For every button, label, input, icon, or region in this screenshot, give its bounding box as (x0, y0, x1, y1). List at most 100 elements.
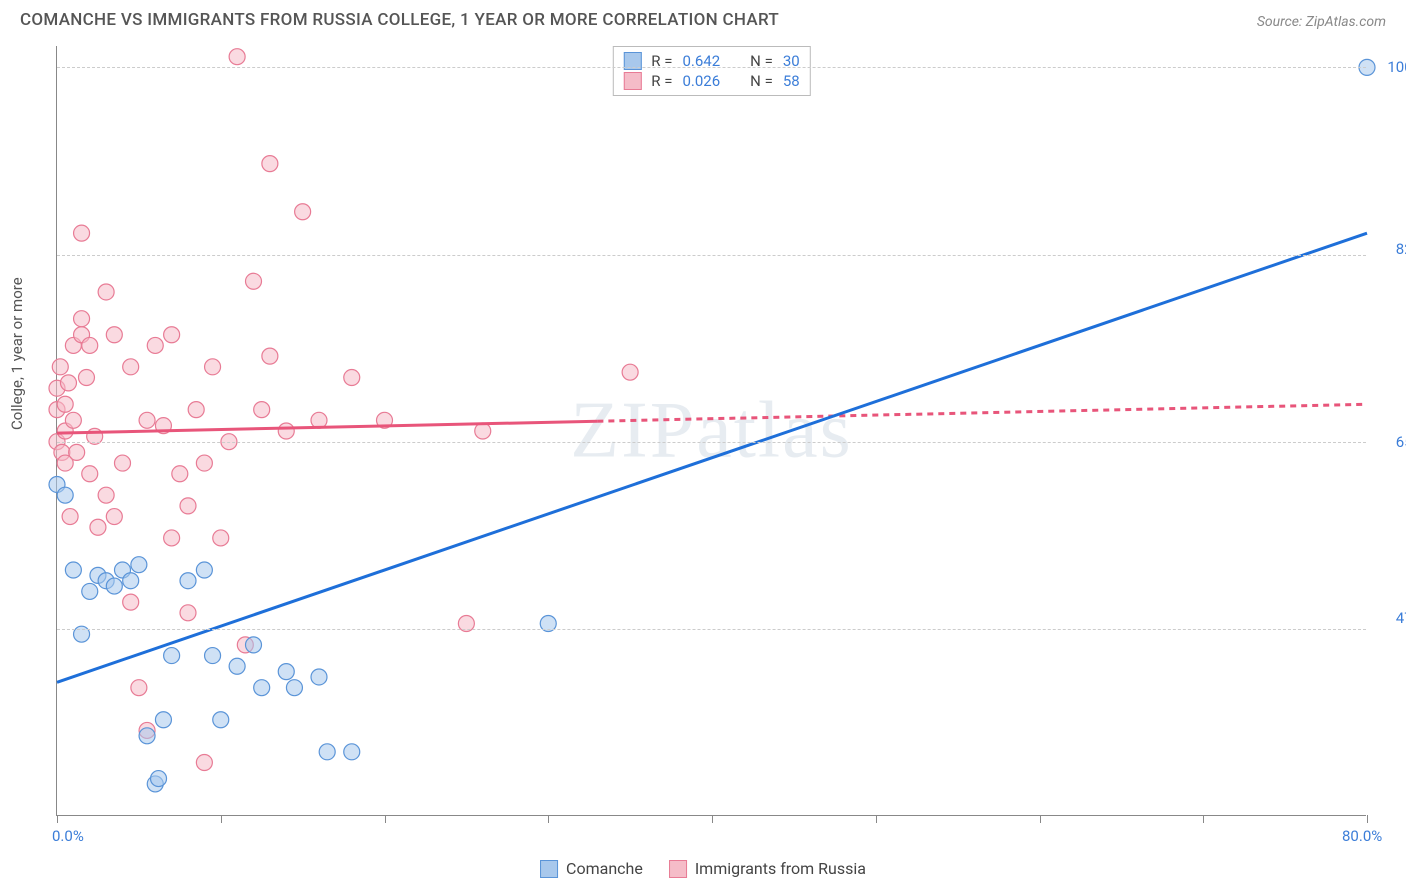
data-point (278, 423, 294, 439)
data-point (188, 402, 204, 418)
data-point (344, 370, 360, 386)
data-point (123, 594, 139, 610)
data-point (78, 370, 94, 386)
legend-swatch-comanche (540, 860, 558, 878)
x-tick (712, 815, 713, 823)
data-point (123, 573, 139, 589)
data-point (106, 509, 122, 525)
data-point (62, 509, 78, 525)
r-value-2: 0.026 (682, 72, 720, 90)
data-point (131, 557, 147, 573)
y-axis-label: College, 1 year or more (8, 277, 26, 430)
data-point (57, 487, 73, 503)
correlation-stats-legend: R = 0.642 N = 30 R = 0.026 N = 58 (612, 46, 810, 96)
n-label-2: N = (750, 72, 773, 90)
data-point (139, 412, 155, 428)
legend-label-russia: Immigrants from Russia (695, 859, 866, 878)
x-tick (57, 815, 58, 823)
data-point (164, 327, 180, 343)
x-tick (385, 815, 386, 823)
y-tick-label: 47.5% (1376, 609, 1406, 627)
data-point (60, 375, 76, 391)
data-point (246, 637, 262, 653)
data-point (205, 359, 221, 375)
data-point (246, 273, 262, 289)
data-point (82, 583, 98, 599)
y-tick-label: 100.0% (1376, 58, 1406, 76)
data-point (180, 605, 196, 621)
data-point (180, 498, 196, 514)
data-point (164, 648, 180, 664)
trend-line (57, 421, 597, 433)
data-point (205, 648, 221, 664)
x-tick (876, 815, 877, 823)
data-point (254, 402, 270, 418)
n-value-2: 58 (783, 72, 800, 90)
series-legend: Comanche Immigrants from Russia (540, 859, 866, 878)
data-point (172, 466, 188, 482)
data-point (262, 348, 278, 364)
data-point (180, 573, 196, 589)
data-point (74, 311, 90, 327)
source-name: ZipAtlas.com (1306, 14, 1386, 30)
data-point (82, 337, 98, 353)
data-point (286, 680, 302, 696)
scatter-plot-svg (57, 46, 1366, 815)
data-point (213, 530, 229, 546)
data-point (311, 669, 327, 685)
data-point (475, 423, 491, 439)
x-tick (1040, 815, 1041, 823)
chart-title: COMANCHE VS IMMIGRANTS FROM RUSSIA COLLE… (20, 10, 779, 30)
data-point (69, 444, 85, 460)
data-point (57, 396, 73, 412)
data-point (52, 359, 68, 375)
grid-line (57, 629, 1366, 630)
x-tick (548, 815, 549, 823)
data-point (622, 364, 638, 380)
data-point (123, 359, 139, 375)
trend-line (57, 233, 1367, 682)
data-point (90, 519, 106, 535)
swatch-russia (623, 72, 641, 90)
source-label: Source: (1257, 14, 1306, 30)
y-tick-label: 82.5% (1376, 240, 1406, 258)
data-point (164, 530, 180, 546)
data-point (139, 728, 155, 744)
trend-line (597, 404, 1367, 421)
data-point (98, 487, 114, 503)
chart-plot-area: ZIPatlas R = 0.642 N = 30 R = 0.026 N = … (56, 46, 1366, 816)
data-point (82, 466, 98, 482)
x-tick (221, 815, 222, 823)
y-tick-label: 65.0% (1376, 433, 1406, 451)
data-point (106, 327, 122, 343)
data-point (98, 284, 114, 300)
data-point (65, 412, 81, 428)
data-point (229, 658, 245, 674)
x-tick (1203, 815, 1204, 823)
data-point (151, 771, 167, 787)
data-point (262, 156, 278, 172)
data-point (254, 680, 270, 696)
data-point (319, 744, 335, 760)
data-point (196, 455, 212, 471)
data-point (196, 755, 212, 771)
legend-item-comanche: Comanche (540, 859, 643, 878)
data-point (278, 664, 294, 680)
data-point (196, 562, 212, 578)
legend-swatch-russia (669, 860, 687, 878)
data-point (213, 712, 229, 728)
grid-line (57, 442, 1366, 443)
data-point (115, 455, 131, 471)
r-label-2: R = (651, 72, 672, 90)
x-tick-label: 80.0% (1342, 827, 1382, 845)
data-point (65, 562, 81, 578)
data-point (295, 204, 311, 220)
legend-item-russia: Immigrants from Russia (669, 859, 866, 878)
stats-row-russia: R = 0.026 N = 58 (623, 71, 799, 91)
grid-line (57, 67, 1366, 68)
data-point (229, 49, 245, 65)
x-tick-label: 0.0% (52, 827, 84, 845)
grid-line (57, 255, 1366, 256)
data-point (344, 744, 360, 760)
data-point (131, 680, 147, 696)
